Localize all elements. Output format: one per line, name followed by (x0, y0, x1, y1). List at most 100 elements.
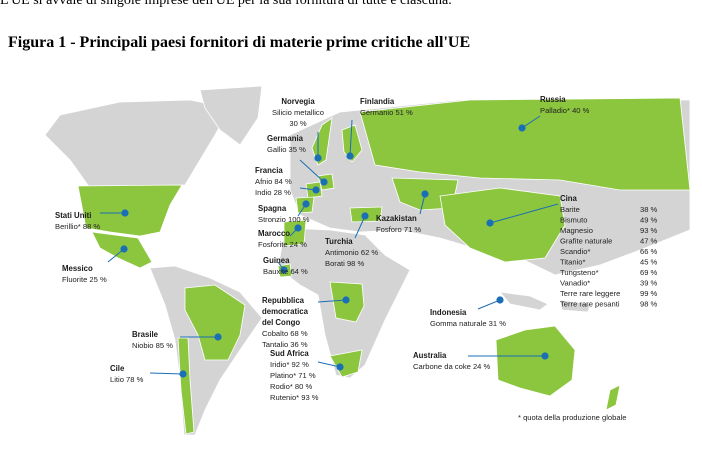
country-name: Guinea (263, 256, 290, 265)
material-label: Iridio* 92 % (270, 360, 309, 369)
leader-line (477, 299, 501, 310)
leader-line (149, 372, 184, 375)
country-name: Messico (62, 264, 93, 273)
chile (177, 337, 195, 435)
material-label: Palladio* 40 % (540, 106, 590, 115)
material-label: Carbone da coke 24 % (413, 362, 491, 371)
material-label: Indio 28 % (255, 188, 291, 197)
material-label: Platino* 71 % (270, 371, 316, 380)
material-label: Bismuto (560, 216, 587, 225)
country-name: Russia (540, 95, 566, 104)
footnote: * quota della produzione globale (518, 413, 627, 422)
material-label: Fosforite 24 % (258, 240, 307, 249)
country-dot (496, 296, 504, 304)
leader-line (354, 215, 366, 239)
country-name: Spagna (258, 204, 287, 213)
country-name: Brasile (132, 330, 159, 339)
material-label: Antimonio 62 % (325, 248, 378, 257)
material-label: Terre rare leggere (560, 289, 620, 298)
material-label: Titanio* (560, 258, 586, 267)
country-name: democratica (262, 307, 309, 316)
material-label: Grafite naturale (560, 237, 612, 246)
greenland (199, 85, 263, 146)
material-share: 45 % (640, 258, 658, 267)
china (439, 187, 566, 263)
material-share: 93 % (640, 226, 658, 235)
material-label: Gallio 35 % (267, 145, 306, 154)
material-label: Tungsteno* (560, 268, 599, 277)
material-label: Rutenio* 93 % (270, 393, 319, 402)
new-guinea (559, 299, 591, 313)
country-dot (179, 370, 187, 378)
material-label: Berillio* 88 % (55, 222, 100, 231)
material-label: Bauxite 64 % (263, 267, 308, 276)
country-name: Kazakistan (376, 214, 417, 223)
material-label: Gomma naturale 31 % (430, 319, 506, 328)
russia (359, 97, 691, 191)
leader-line (317, 299, 347, 303)
material-label: Stronzio 100 % (258, 215, 310, 224)
leader-line (317, 361, 341, 368)
country-dot (280, 266, 288, 274)
country-name: Indonesia (430, 308, 467, 317)
country-name: del Congo (262, 318, 300, 327)
country-dot (346, 152, 354, 160)
material-label: Germanio 51 % (360, 108, 413, 117)
material-label: Fluorite 25 % (62, 275, 107, 284)
material-label: Tantalio 36 % (262, 340, 308, 349)
material-label: Vanadio* (560, 279, 590, 288)
indonesia (499, 291, 549, 311)
country-name: Turchia (325, 237, 353, 246)
material-label: Barite (560, 205, 580, 214)
country-dot (312, 186, 320, 194)
country-dot (121, 209, 129, 217)
australia (495, 325, 576, 397)
material-share: 98 % (640, 300, 658, 309)
country-dot (120, 245, 128, 253)
material-label: Borati 98 % (325, 259, 365, 268)
country-dot (541, 352, 549, 360)
material-label: Cobalto 68 % (262, 329, 308, 338)
intro-text: L'UE si avvale di singole imprese dell'U… (0, 0, 452, 8)
south-africa (329, 349, 363, 378)
material-label: 30 % (289, 119, 307, 128)
country-name: Cile (110, 364, 125, 373)
material-label: Rodio* 80 % (270, 382, 312, 391)
country-name: Australia (413, 351, 447, 360)
country-dot (361, 212, 369, 220)
country-dot (314, 154, 322, 162)
figure-title: Figura 1 - Principali paesi fornitori di… (8, 34, 470, 51)
material-label: Silicio metallico (272, 108, 324, 117)
country-dot (214, 333, 222, 341)
world-map (44, 85, 691, 436)
country-name: Sud Africa (270, 349, 309, 358)
country-name: Norvegia (281, 97, 315, 106)
material-label: Litio 78 % (110, 375, 144, 384)
country-name: Germania (267, 134, 304, 143)
country-name: Stati Uniti (55, 211, 91, 220)
country-dot (342, 296, 350, 304)
country-dot (421, 190, 429, 198)
leader-line (521, 115, 541, 129)
country-name: Cina (560, 194, 578, 203)
material-label: Niobio 85 % (132, 341, 173, 350)
leader-line (349, 119, 353, 157)
material-label: Scandio* (560, 247, 590, 256)
material-share: 49 % (640, 216, 658, 225)
country-name: Finlandia (360, 97, 395, 106)
brazil (184, 284, 246, 361)
country-dot (486, 219, 494, 227)
material-label: Fosforo 71 % (376, 225, 421, 234)
material-share: 66 % (640, 247, 658, 256)
material-share: 99 % (640, 289, 658, 298)
country-dot (302, 200, 310, 208)
material-share: 39 % (640, 279, 658, 288)
leader-line (299, 159, 325, 183)
new-zealand (605, 384, 621, 411)
country-dot (336, 363, 344, 371)
material-label: Terre rare pesanti (560, 300, 620, 309)
country-dot (518, 124, 526, 132)
material-label: Magnesio (560, 226, 593, 235)
material-share: 69 % (640, 268, 658, 277)
